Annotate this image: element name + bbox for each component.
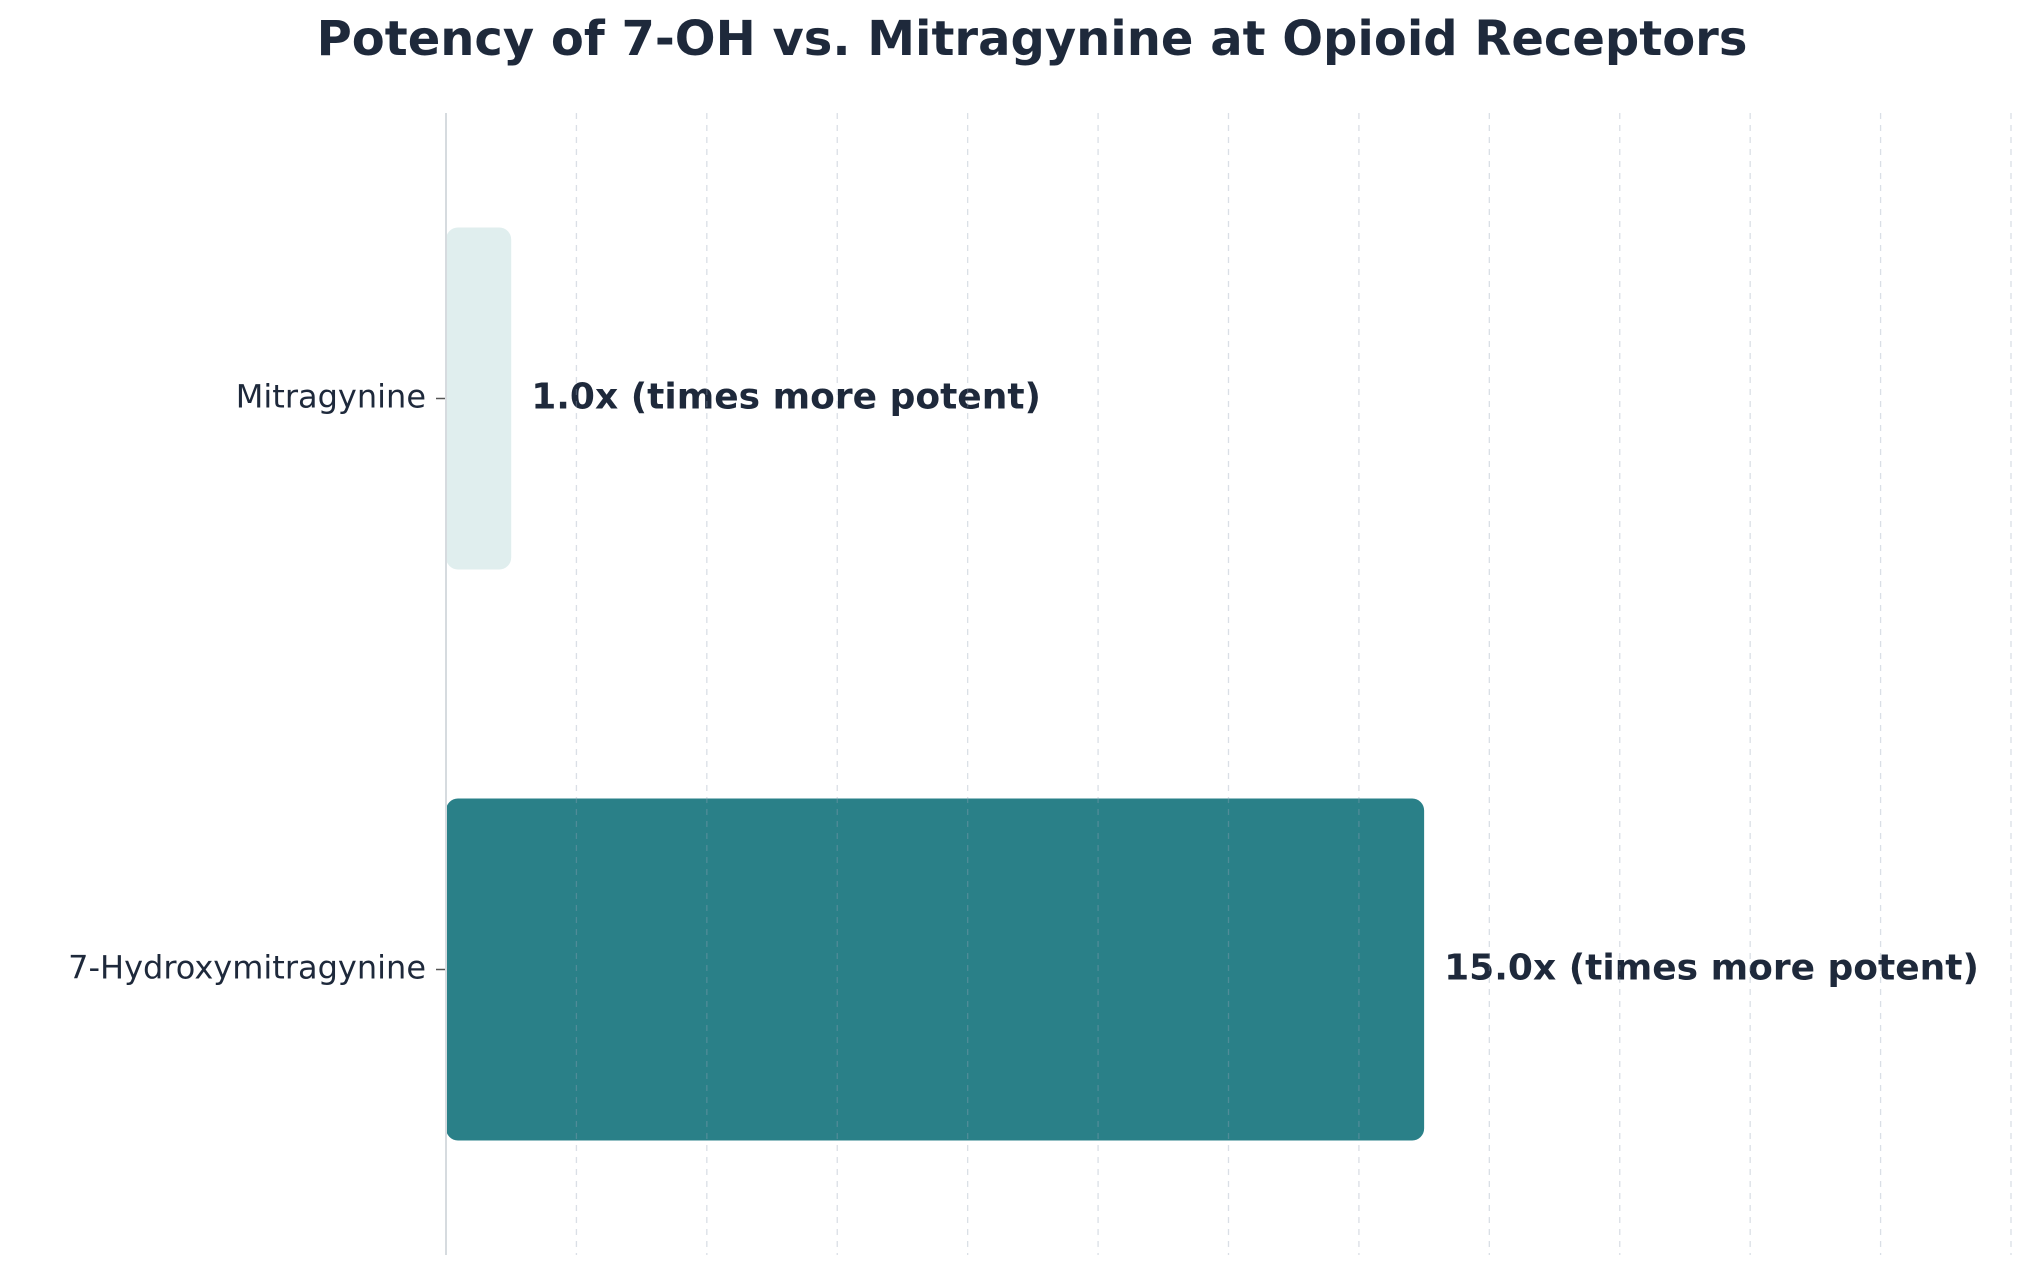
bar — [446, 227, 512, 570]
chart-title: Potency of 7-OH vs. Mitragynine at Opioi… — [317, 11, 1748, 67]
bar — [446, 798, 1425, 1141]
y-tick-label: Mitragynine — [236, 378, 426, 416]
value-label: 15.0x (times more potent) — [1444, 948, 1979, 989]
y-tick-label: 7-Hydroxymitragynine — [68, 949, 426, 987]
value-label: 1.0x (times more potent) — [531, 377, 1041, 418]
